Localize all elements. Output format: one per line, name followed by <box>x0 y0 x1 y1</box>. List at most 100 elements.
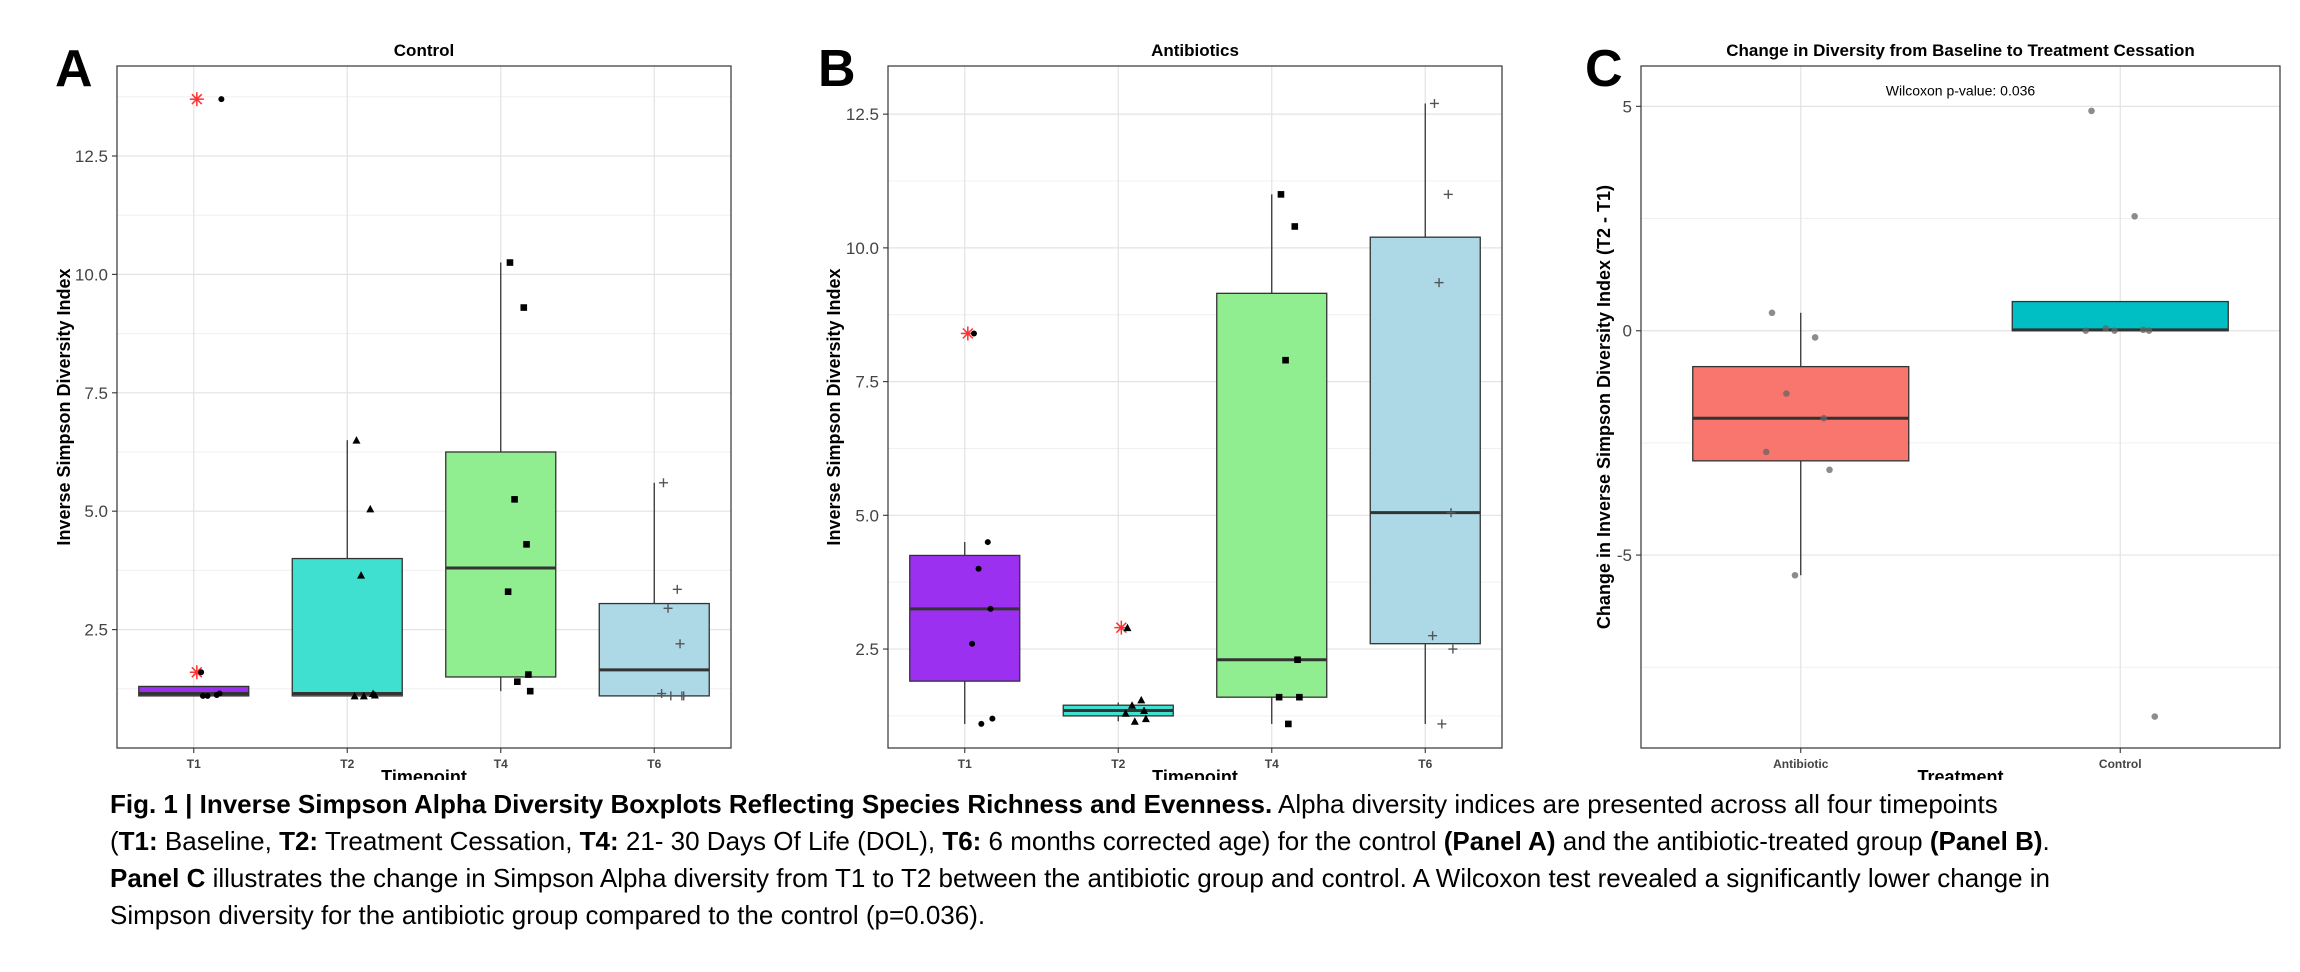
caption-segment: . <box>2042 826 2050 856</box>
panel-title: Control <box>394 41 454 60</box>
caption-bold-segment: T4: <box>579 826 619 856</box>
data-point <box>511 496 518 503</box>
caption-segment: 6 months corrected age) for the control <box>981 826 1444 856</box>
data-point <box>663 603 673 613</box>
data-point <box>666 691 676 701</box>
data-point <box>989 715 996 722</box>
panel-letter: A <box>55 40 93 98</box>
data-point <box>198 669 205 676</box>
data-point <box>1128 701 1137 709</box>
box-antibiotic <box>1692 312 1910 576</box>
box-body <box>291 557 403 697</box>
data-point <box>1811 334 1819 341</box>
caption-bold-segment: Panel C <box>110 863 206 893</box>
data-point <box>975 565 982 572</box>
caption-bold-segment: (Panel A) <box>1443 826 1556 856</box>
x-tick-label: T2 <box>1111 757 1125 771</box>
caption-line: Panel C illustrates the change in Simpso… <box>110 860 2290 897</box>
y-tick-label: 12.5 <box>75 147 108 166</box>
panel-c: -5 0 5 Antibiotic Control Wilcoxon p-value: 0… <box>1585 40 2281 780</box>
data-point <box>2151 713 2159 720</box>
y-tick-label: 7.5 <box>855 373 879 392</box>
data-point <box>216 690 223 697</box>
panel-b: 2.5 5.0 7.5 10.0 12.5 T1 T2 T4 T6 Antibiotics B Tim… <box>818 40 1503 780</box>
panel-title: Change in Diversity from Baseline to Tre… <box>1726 41 2195 60</box>
y-tick-label: 12.5 <box>846 105 879 124</box>
x-tick-label: Control <box>2099 757 2142 771</box>
panel-letter: C <box>1585 40 1623 98</box>
plot-border <box>887 65 1503 749</box>
data-point <box>1296 693 1303 701</box>
data-point <box>1783 390 1790 397</box>
data-point <box>1121 709 1130 717</box>
box-body <box>138 685 250 697</box>
data-point <box>1791 571 1799 579</box>
x-axis-title: Treatment <box>1917 767 2003 780</box>
data-point <box>2131 213 2138 220</box>
data-point <box>1291 223 1299 230</box>
data-point <box>350 691 359 700</box>
data-point <box>1437 719 1447 729</box>
box-body <box>445 451 557 678</box>
box-body <box>598 602 710 697</box>
data-point <box>1762 448 1770 456</box>
x-tick-label: T4 <box>494 757 508 771</box>
caption-segment: Treatment Cessation, <box>318 826 580 856</box>
caption-segment: illustrates the change in Simpson Alpha … <box>205 863 2050 893</box>
data-point <box>506 259 514 266</box>
x-tick-label: T6 <box>647 757 661 771</box>
figure-caption: Fig. 1 | Inverse Simpson Alpha Diversity… <box>110 786 2290 934</box>
y-tick-label: 5 <box>1623 97 1632 116</box>
x-axis-title: Timepoint <box>1152 767 1238 780</box>
data-point <box>1820 414 1828 422</box>
data-point <box>1275 693 1283 701</box>
caption-bold-segment: T1: <box>118 826 158 856</box>
data-point <box>218 96 225 103</box>
plot-border <box>116 65 732 749</box>
y-tick-label: 10.0 <box>846 239 879 258</box>
data-point <box>370 690 379 699</box>
box-body <box>1369 236 1481 645</box>
data-point <box>1826 466 1833 474</box>
data-point <box>2082 327 2090 335</box>
data-point <box>357 571 366 579</box>
data-point <box>1448 644 1458 654</box>
data-point <box>2139 326 2147 334</box>
data-point <box>672 584 682 594</box>
data-point <box>675 639 685 649</box>
y-axis-title: Change in Inverse Simpson Diversity Inde… <box>1594 185 1614 629</box>
y-tick-label: 2.5 <box>84 621 108 640</box>
y-tick-label: 0 <box>1623 322 1632 341</box>
data-point <box>523 541 530 548</box>
caption-line: (T1: Baseline, T2: Treatment Cessation, … <box>110 823 2290 860</box>
caption-segment: and the antibiotic-treated group <box>1555 826 1930 856</box>
data-point <box>658 478 668 488</box>
panel-title: Antibiotics <box>1151 41 1239 60</box>
data-point <box>514 678 521 685</box>
box-control <box>2011 300 2229 332</box>
x-tick-label: T1 <box>958 757 972 771</box>
x-tick-label: T4 <box>1265 757 1279 771</box>
y-tick-label: 5.0 <box>84 502 108 521</box>
y-tick-label: 2.5 <box>855 640 879 659</box>
data-point <box>2088 107 2095 115</box>
panel-a: 2.5 5.0 7.5 10.0 12.5 T1 T2 T4 T6 Control A Timepoi… <box>54 40 732 780</box>
caption-segment: 21- 30 Days Of Life (DOL), <box>618 826 943 856</box>
data-point <box>1428 631 1438 641</box>
data-point <box>978 720 985 727</box>
caption-segment: Simpson diversity for the antibiotic gro… <box>110 900 986 930</box>
y-tick-label: 5.0 <box>855 506 879 525</box>
data-point <box>2102 325 2110 332</box>
data-point <box>987 605 994 612</box>
box-body <box>909 554 1021 682</box>
box-body <box>1216 292 1328 698</box>
caption-segment: ( <box>110 826 119 856</box>
data-point <box>984 539 991 546</box>
data-point <box>525 671 532 678</box>
caption-segment: Baseline, <box>157 826 280 856</box>
data-point <box>970 330 977 337</box>
box-t4 <box>1216 194 1328 724</box>
x-tick-label: T6 <box>1418 757 1432 771</box>
data-point <box>359 691 368 700</box>
data-point <box>1429 98 1439 108</box>
